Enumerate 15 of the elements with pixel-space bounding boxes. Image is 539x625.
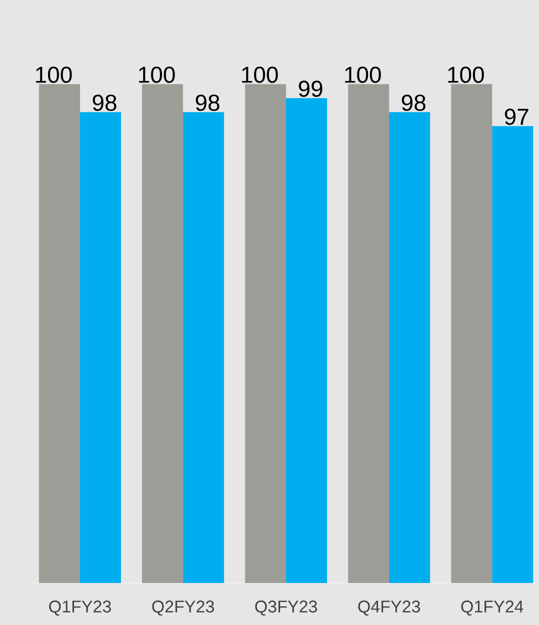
data-label: 97: [504, 108, 528, 125]
data-label: 98: [92, 94, 116, 111]
data-label: 99: [298, 80, 322, 97]
data-label: 98: [402, 94, 426, 111]
data-label: 98: [196, 94, 220, 111]
data-label: 100: [345, 66, 381, 83]
x-tick-label: Q4FY23: [358, 600, 420, 616]
data-label: 100: [242, 66, 278, 83]
x-tick-label: Q3FY23: [255, 600, 317, 616]
x-tick-label: Q1FY23: [49, 600, 111, 616]
data-label: 100: [139, 66, 175, 83]
data-label: 100: [36, 66, 72, 83]
x-tick-label: Q2FY23: [152, 600, 214, 616]
data-label: 100: [448, 66, 484, 83]
x-tick-label: Q1FY24: [461, 600, 524, 616]
